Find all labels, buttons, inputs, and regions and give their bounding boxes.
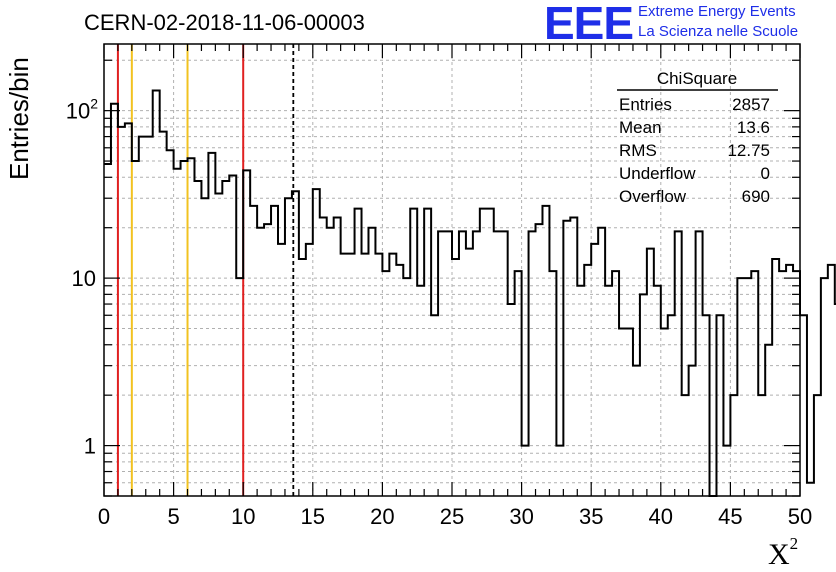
x-tick-label: 10 bbox=[231, 504, 255, 529]
x-tick-label: 45 bbox=[718, 504, 742, 529]
logo-caption-line2: La Scienza nelle Scuole bbox=[638, 23, 799, 40]
y-tick-label-sup: 2 bbox=[90, 96, 98, 112]
stats-row-label: Entries bbox=[619, 95, 672, 114]
chart-title: CERN-02-2018-11-06-00003 bbox=[84, 10, 365, 35]
stats-row-label: Overflow bbox=[619, 187, 687, 206]
x-axis-label-sup: 2 bbox=[789, 534, 799, 553]
x-axis-label: X2 bbox=[768, 534, 798, 572]
x-tick-label: 5 bbox=[167, 504, 179, 529]
stats-row-value: 690 bbox=[742, 187, 770, 206]
stats-row-value: 12.75 bbox=[727, 141, 770, 160]
x-tick-label: 25 bbox=[440, 504, 464, 529]
x-tick-label: 30 bbox=[509, 504, 533, 529]
y-tick-label: 10 bbox=[72, 266, 96, 291]
eee-logo: EEE bbox=[544, 0, 634, 49]
x-tick-label: 35 bbox=[579, 504, 603, 529]
x-tick-label: 40 bbox=[649, 504, 673, 529]
stats-title: ChiSquare bbox=[657, 69, 737, 88]
x-tick-label: 50 bbox=[788, 504, 812, 529]
stats-row-label: Underflow bbox=[619, 164, 696, 183]
stats-row-label: RMS bbox=[619, 141, 657, 160]
y-tick-label-base: 10 bbox=[66, 99, 90, 124]
x-tick-label: 20 bbox=[370, 504, 394, 529]
x-tick-label: 15 bbox=[301, 504, 325, 529]
stats-row-value: 0 bbox=[761, 164, 770, 183]
logo-caption-line1: Extreme Energy Events bbox=[638, 3, 796, 20]
stats-row-value: 13.6 bbox=[737, 118, 770, 137]
y-tick-label: 1 bbox=[84, 434, 96, 459]
stats-row-label: Mean bbox=[619, 118, 662, 137]
stats-box: ChiSquare Entries 2857 Mean 13.6 RMS 12.75 Unde… bbox=[617, 69, 778, 206]
histogram-line bbox=[104, 89, 836, 497]
histogram-series bbox=[104, 89, 836, 497]
x-axis-label-base: X bbox=[768, 538, 790, 571]
vertical-markers bbox=[116, 44, 295, 496]
y-tick-label: 102 bbox=[66, 96, 98, 124]
stats-row-value: 2857 bbox=[732, 95, 770, 114]
x-tick-label: 0 bbox=[98, 504, 110, 529]
